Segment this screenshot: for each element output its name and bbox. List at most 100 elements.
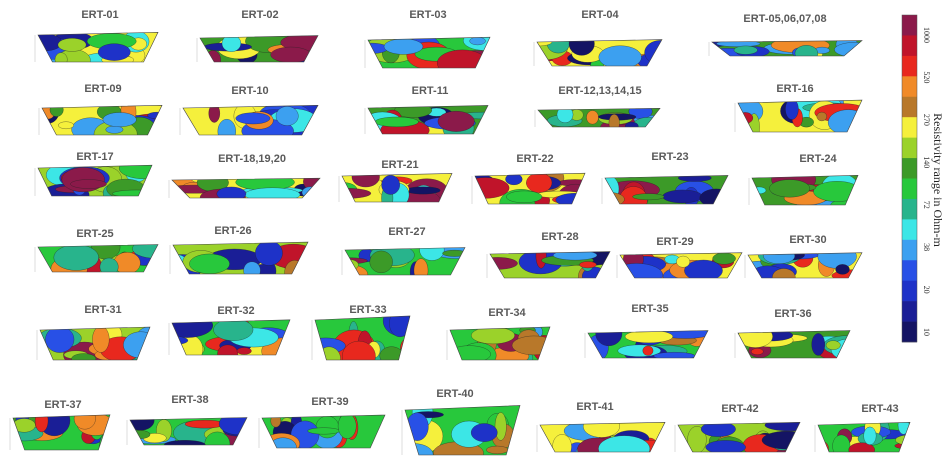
section-blob bbox=[105, 125, 124, 134]
section-outline bbox=[587, 330, 709, 359]
resistivity-section bbox=[537, 39, 662, 66]
colorbar-swatch bbox=[902, 301, 917, 322]
section-blob bbox=[216, 186, 247, 198]
section-outline bbox=[171, 177, 321, 199]
profile-label: ERT-41 bbox=[576, 401, 613, 413]
section-blob bbox=[189, 253, 230, 274]
section-blob bbox=[455, 267, 465, 275]
section-blob bbox=[712, 252, 736, 265]
resistivity-section bbox=[38, 32, 158, 62]
section-outline bbox=[171, 319, 291, 356]
section-blob bbox=[381, 175, 400, 195]
section-outline bbox=[261, 414, 386, 449]
profile-label: ERT-27 bbox=[388, 226, 425, 238]
profile-label: ERT-32 bbox=[217, 305, 254, 317]
colorbar-swatch bbox=[902, 178, 917, 200]
profile-label: ERT-38 bbox=[171, 394, 208, 406]
colorbar-tick: 20 bbox=[922, 286, 931, 294]
profile-label: ERT-29 bbox=[656, 236, 693, 248]
resistivity-section bbox=[450, 327, 550, 360]
section-blob bbox=[825, 340, 841, 350]
colorbar-swatch bbox=[902, 321, 917, 343]
section-blob bbox=[53, 244, 99, 271]
resistivity-section bbox=[368, 105, 488, 134]
colorbar-tick: 140 bbox=[922, 156, 931, 168]
profile-label: ERT-12,13,14,15 bbox=[558, 85, 641, 97]
section-outline bbox=[747, 252, 863, 279]
profile-label: ERT-43 bbox=[861, 403, 898, 415]
section-blob bbox=[270, 415, 281, 428]
section-blob bbox=[897, 422, 910, 435]
section-blob bbox=[583, 422, 620, 438]
profile-label: ERT-25 bbox=[76, 228, 113, 240]
section-blob bbox=[235, 178, 295, 191]
section-outline bbox=[677, 421, 801, 453]
profile-label: ERT-31 bbox=[84, 304, 121, 316]
section-blob bbox=[405, 186, 441, 195]
section-blob bbox=[832, 434, 851, 452]
section-blob bbox=[337, 415, 357, 439]
section-blob bbox=[450, 351, 461, 358]
section-blob bbox=[644, 40, 662, 65]
section-blob bbox=[538, 119, 550, 127]
resistivity-section bbox=[183, 105, 318, 135]
section-blob bbox=[813, 181, 858, 202]
section-outline bbox=[41, 104, 163, 136]
section-blob bbox=[624, 330, 674, 343]
section-outline bbox=[817, 421, 911, 453]
section-blob bbox=[662, 189, 703, 204]
profile-label: ERT-22 bbox=[516, 153, 553, 165]
section-blob bbox=[763, 252, 796, 264]
section-blob bbox=[218, 417, 247, 435]
colorbar-swatch bbox=[902, 76, 917, 98]
section-blob bbox=[442, 250, 465, 257]
section-outline bbox=[751, 174, 859, 206]
section-blob bbox=[389, 316, 410, 338]
section-blob bbox=[733, 45, 758, 55]
colorbar-swatch bbox=[902, 239, 917, 261]
section-blob bbox=[764, 422, 800, 432]
profile-label: ERT-36 bbox=[774, 308, 811, 320]
section-blob bbox=[217, 119, 236, 135]
section-blob bbox=[119, 165, 152, 179]
colorbar-swatch bbox=[902, 260, 917, 281]
section-outline bbox=[619, 252, 743, 279]
profile-label: ERT-03 bbox=[409, 9, 446, 21]
section-blob bbox=[816, 111, 827, 122]
resistivity-section bbox=[475, 173, 585, 204]
resistivity-section bbox=[538, 108, 660, 127]
section-blob bbox=[624, 121, 639, 127]
section-blob bbox=[92, 327, 110, 353]
section-outline bbox=[129, 417, 248, 446]
resistivity-section bbox=[13, 414, 110, 450]
resistivity-section bbox=[540, 422, 665, 452]
profile-label: ERT-23 bbox=[651, 151, 688, 163]
profile-label: ERT-33 bbox=[349, 304, 386, 316]
section-blob bbox=[653, 352, 696, 358]
profile-label: ERT-40 bbox=[436, 388, 473, 400]
section-blob bbox=[678, 175, 712, 182]
section-outline bbox=[449, 326, 551, 361]
section-blob bbox=[130, 417, 155, 431]
resistivity-section bbox=[172, 178, 320, 198]
section-blob bbox=[586, 110, 599, 125]
section-blob bbox=[475, 177, 510, 199]
section-blob bbox=[102, 112, 137, 127]
section-blob bbox=[45, 327, 75, 353]
colorbar-swatch bbox=[902, 55, 917, 77]
section-blob bbox=[406, 412, 429, 441]
section-blob bbox=[834, 42, 862, 56]
section-blob bbox=[751, 348, 764, 355]
profile-label: ERT-11 bbox=[412, 85, 449, 97]
section-outline bbox=[539, 421, 666, 453]
section-blob bbox=[486, 445, 509, 454]
section-blob bbox=[235, 112, 271, 125]
section-blob bbox=[419, 247, 445, 261]
section-outline bbox=[344, 247, 466, 276]
section-blob bbox=[817, 252, 857, 269]
resistivity-section bbox=[588, 330, 708, 358]
profile-label: ERT-39 bbox=[311, 396, 348, 408]
section-blob bbox=[369, 250, 393, 273]
section-blob bbox=[208, 105, 221, 123]
